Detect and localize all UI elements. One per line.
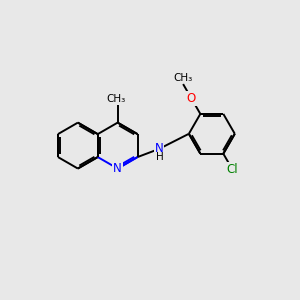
Text: Cl: Cl (226, 163, 238, 176)
Text: N: N (113, 162, 122, 175)
Text: CH₃: CH₃ (173, 73, 193, 82)
Text: CH₃: CH₃ (106, 94, 126, 103)
Text: H: H (156, 152, 164, 162)
Text: N: N (155, 142, 164, 155)
Text: O: O (187, 92, 196, 105)
